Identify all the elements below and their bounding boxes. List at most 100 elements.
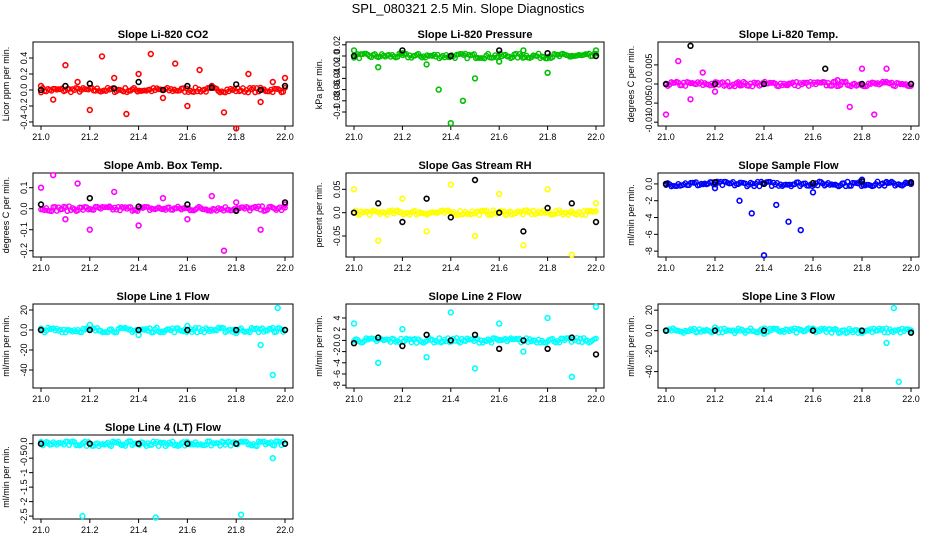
data-point	[269, 324, 276, 331]
y-tick-label: -8	[644, 247, 654, 255]
panel-10: Slope Line 4 (LT) Flow 21.0 21.2 21.4 21.6 21…	[1, 422, 294, 535]
x-tick-label: 22.0	[902, 263, 920, 273]
mean-point	[907, 179, 915, 186]
y-axis-label: percent per min.	[314, 182, 324, 247]
x-tick-label: 21.0	[657, 394, 675, 404]
x-tick-label: 21.8	[227, 525, 245, 535]
x-tick-label: 21.8	[227, 132, 245, 142]
data-point	[62, 216, 69, 223]
y-tick-label: 0.0	[644, 78, 654, 91]
data-point	[435, 86, 442, 93]
y-tick-label: 4	[332, 315, 342, 320]
x-tick-label: 21.4	[442, 132, 460, 142]
x-tick-label: 21.0	[657, 263, 675, 273]
data-point	[662, 111, 670, 118]
data-point	[184, 102, 191, 110]
mean-point	[568, 200, 575, 207]
data-point	[535, 50, 542, 57]
panel-title: Slope Amb. Box Temp.	[104, 160, 223, 172]
data-point	[81, 438, 88, 445]
mean-point	[471, 176, 479, 184]
data-point	[842, 183, 849, 190]
y-tick-label: -6	[644, 230, 654, 238]
y-tick-label: 0.0	[19, 84, 29, 97]
panel-title: Slope Li-820 Temp.	[739, 29, 838, 41]
mean-point	[662, 180, 670, 188]
data-point	[447, 309, 454, 316]
mean-point	[822, 65, 829, 72]
data-point	[447, 181, 454, 188]
y-tick-label: 0.02	[332, 36, 342, 54]
x-tick-label: 22.0	[902, 394, 920, 404]
y-axis-label: ml/min per min.	[626, 184, 636, 246]
data-point	[871, 111, 878, 118]
data-point	[135, 70, 142, 78]
data-point	[754, 178, 761, 185]
data-point	[711, 88, 719, 95]
mean-point	[907, 80, 915, 88]
y-tick-label: -0.08	[332, 91, 342, 112]
y-tick-label: 20	[19, 305, 29, 315]
data-point	[208, 192, 216, 200]
data-point	[883, 179, 890, 186]
y-tick-label: -2	[644, 197, 654, 205]
data-point	[399, 195, 406, 202]
mean-point	[662, 80, 670, 88]
data-point	[237, 511, 245, 518]
y-tick-label: -0.4	[19, 114, 29, 130]
x-tick-label: 21.6	[179, 525, 197, 535]
panel-2: Slope Li-820 Pressure 21.0 21.2 21.4 21.6 21.…	[314, 29, 605, 142]
x-tick-label: 22.0	[276, 525, 294, 535]
data-point	[192, 324, 199, 331]
data-point	[220, 109, 228, 116]
mean-point	[281, 82, 289, 90]
x-tick-label: 21.0	[32, 394, 50, 404]
mean-point	[135, 326, 142, 334]
data-point	[245, 70, 252, 78]
y-tick-label: -0.05	[332, 226, 342, 247]
mean-point	[592, 351, 600, 358]
y-axis-label: Licor ppm per min.	[1, 47, 11, 122]
mean-point	[135, 440, 142, 447]
plot-frame	[32, 303, 294, 389]
data-point	[785, 218, 792, 225]
mean-point	[233, 326, 240, 334]
data-point	[592, 200, 600, 207]
data-point	[785, 80, 792, 88]
panel-title: Slope Gas Stream RH	[418, 160, 531, 172]
y-tick-label: -20	[644, 345, 654, 358]
mean-point	[375, 200, 382, 207]
mean-point	[858, 80, 866, 88]
y-axis-label: kPa per min.	[314, 59, 324, 110]
data-point	[110, 188, 118, 196]
plot-frame	[32, 172, 294, 258]
data-point	[257, 98, 264, 106]
x-tick-label: 21.8	[227, 394, 245, 404]
data-point	[699, 69, 706, 76]
x-tick-label: 21.2	[706, 263, 724, 273]
data-point	[350, 47, 358, 54]
data-point	[135, 222, 142, 229]
data-point	[399, 326, 406, 333]
x-tick-label: 21.6	[804, 132, 822, 142]
data-point	[245, 89, 252, 96]
y-tick-label: 0.0	[644, 178, 654, 191]
mean-point	[184, 82, 191, 90]
data-point	[159, 195, 167, 202]
x-tick-label: 21.2	[394, 394, 412, 404]
mean-point	[760, 80, 768, 88]
data-point	[254, 443, 260, 450]
data-point	[233, 199, 240, 206]
x-tick-label: 21.0	[345, 132, 363, 142]
x-tick-label: 21.8	[539, 394, 557, 404]
data-point	[375, 359, 382, 366]
y-axis-label: ml/min per min.	[1, 315, 11, 377]
data-point	[152, 514, 159, 521]
data-point	[159, 94, 167, 102]
y-tick-label: -0.01	[644, 112, 654, 133]
x-tick-label: 21.6	[179, 263, 197, 273]
x-tick-label: 21.0	[657, 132, 675, 142]
y-tick-label: -20	[19, 343, 29, 356]
mean-point	[858, 178, 866, 185]
x-tick-label: 22.0	[587, 394, 605, 404]
